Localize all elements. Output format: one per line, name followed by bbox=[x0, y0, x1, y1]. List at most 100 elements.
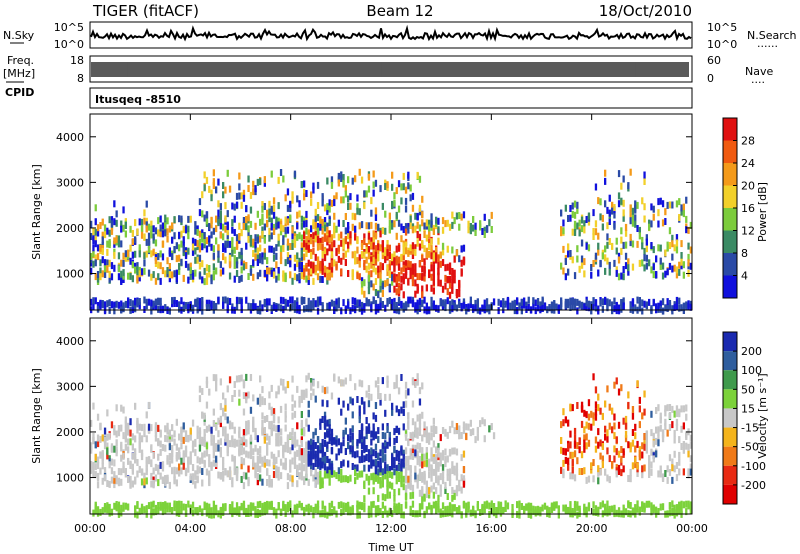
range-cell bbox=[400, 197, 403, 205]
range-cell bbox=[421, 489, 424, 497]
range-cell bbox=[648, 259, 651, 267]
range-cell bbox=[481, 505, 484, 513]
range-cell bbox=[256, 397, 259, 405]
range-cell bbox=[254, 185, 257, 193]
range-cell bbox=[576, 511, 579, 519]
range-cell bbox=[560, 466, 563, 474]
range-cell bbox=[157, 439, 160, 447]
range-cell bbox=[606, 429, 609, 437]
range-cell bbox=[578, 219, 581, 227]
range-cell bbox=[675, 266, 679, 274]
range-cell bbox=[356, 472, 359, 480]
range-cell bbox=[444, 299, 447, 307]
range-cell bbox=[599, 299, 602, 307]
range-cell bbox=[310, 198, 313, 206]
range-cell bbox=[409, 244, 412, 252]
range-cell bbox=[164, 435, 167, 442]
range-cell bbox=[219, 438, 222, 446]
range-cell bbox=[242, 447, 246, 455]
range-cell bbox=[441, 299, 445, 307]
range-cell bbox=[92, 465, 95, 473]
range-cell bbox=[472, 224, 475, 232]
range-cell bbox=[293, 458, 297, 466]
range-cell bbox=[284, 457, 287, 465]
range-cell bbox=[291, 191, 294, 199]
range-cell bbox=[175, 467, 178, 475]
range-cell bbox=[140, 503, 144, 511]
range-cell bbox=[423, 430, 426, 438]
range-cell bbox=[307, 259, 310, 267]
range-cell bbox=[330, 260, 334, 268]
range-cell bbox=[263, 236, 266, 244]
range-cell bbox=[571, 508, 574, 515]
range-cell bbox=[520, 298, 523, 306]
range-cell bbox=[377, 385, 380, 393]
range-cell bbox=[275, 216, 278, 224]
range-cell bbox=[432, 303, 435, 311]
range-cell bbox=[184, 252, 188, 260]
range-cell bbox=[147, 502, 151, 510]
range-cell bbox=[377, 271, 380, 279]
range-cell bbox=[423, 222, 426, 230]
range-cell bbox=[365, 246, 368, 254]
range-cell bbox=[252, 299, 255, 307]
range-cell bbox=[286, 441, 290, 449]
range-cell bbox=[224, 225, 227, 233]
range-cell bbox=[103, 427, 107, 435]
range-cell bbox=[425, 491, 428, 498]
range-cell bbox=[101, 477, 104, 485]
range-cell bbox=[282, 500, 285, 508]
range-cell bbox=[374, 214, 378, 221]
range-cell bbox=[194, 221, 197, 229]
range-cell bbox=[421, 300, 424, 308]
range-cell bbox=[349, 374, 352, 382]
range-cell bbox=[178, 302, 181, 310]
range-cell bbox=[418, 468, 422, 476]
range-cell bbox=[342, 179, 345, 187]
range-cell bbox=[416, 221, 419, 229]
range-cell bbox=[627, 268, 630, 276]
range-cell bbox=[393, 461, 396, 468]
range-cell bbox=[305, 471, 308, 479]
range-cell bbox=[435, 304, 438, 312]
range-cell bbox=[386, 479, 389, 487]
range-cell bbox=[532, 297, 535, 305]
range-cell bbox=[351, 450, 354, 458]
range-cell bbox=[430, 474, 433, 482]
range-cell bbox=[191, 243, 195, 251]
range-cell bbox=[446, 509, 449, 517]
range-cell bbox=[143, 478, 146, 486]
range-cell bbox=[393, 264, 396, 272]
range-cell bbox=[291, 277, 294, 285]
range-cell bbox=[222, 223, 225, 231]
range-cell bbox=[233, 390, 236, 397]
range-cell bbox=[293, 170, 297, 178]
range-cell bbox=[569, 304, 572, 311]
power-scatter bbox=[90, 168, 692, 315]
range-cell bbox=[657, 244, 660, 252]
range-cell bbox=[418, 297, 422, 305]
range-cell bbox=[432, 252, 435, 260]
range-cell bbox=[321, 461, 324, 469]
range-cell bbox=[330, 256, 334, 264]
range-cell bbox=[110, 262, 114, 270]
range-cell bbox=[374, 278, 378, 285]
range-cell bbox=[161, 222, 165, 230]
range-cell bbox=[659, 244, 662, 252]
range-cell bbox=[92, 250, 95, 258]
range-cell bbox=[520, 307, 523, 315]
range-cell bbox=[117, 273, 121, 281]
range-cell bbox=[330, 433, 334, 441]
range-cell bbox=[310, 469, 313, 477]
range-cell bbox=[187, 500, 190, 508]
range-cell bbox=[594, 252, 598, 260]
range-cell bbox=[613, 432, 616, 440]
range-cell bbox=[608, 455, 611, 463]
range-cell bbox=[256, 247, 259, 255]
range-cell bbox=[416, 474, 419, 482]
range-cell bbox=[164, 214, 167, 222]
range-cell bbox=[441, 285, 445, 293]
range-cell bbox=[178, 506, 181, 514]
range-cell bbox=[178, 433, 181, 441]
range-cell bbox=[409, 194, 412, 202]
